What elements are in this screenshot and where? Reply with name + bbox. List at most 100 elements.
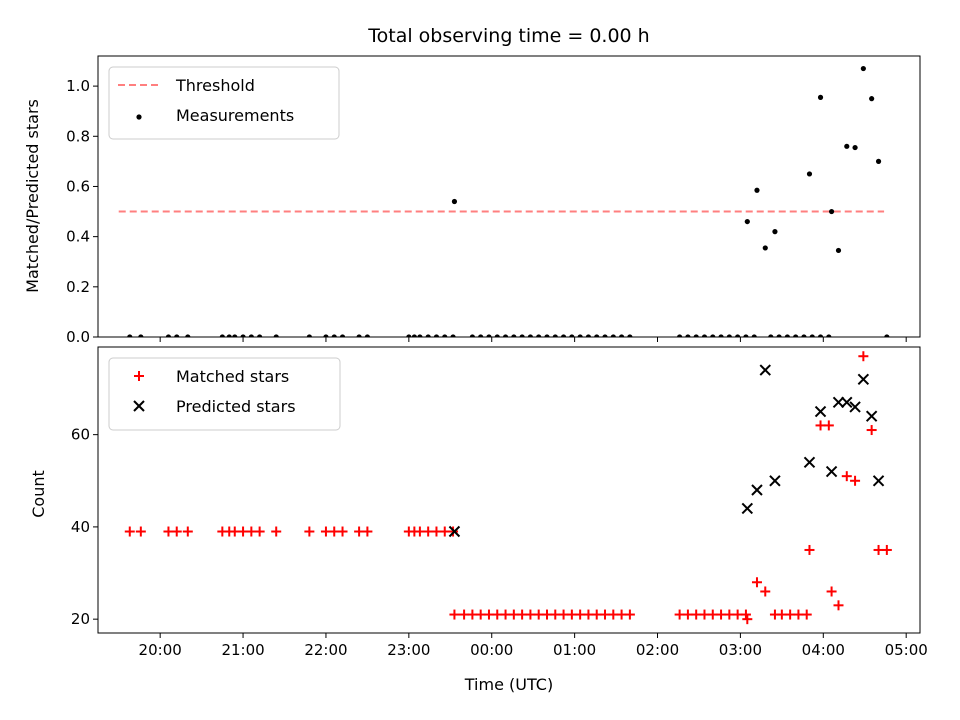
measurements-point	[356, 334, 362, 337]
legend-swatch-matched-stars	[134, 371, 144, 381]
matched-stars-point	[304, 526, 315, 537]
measurements-point	[768, 334, 774, 337]
matched-stars-point	[124, 526, 135, 537]
matched-stars-point	[254, 526, 265, 537]
measurements-point	[610, 334, 616, 337]
matched-stars-point	[740, 609, 751, 620]
measurements-point	[817, 94, 824, 100]
measurements-point	[240, 334, 246, 337]
measurements-point	[411, 334, 417, 337]
predicted-stars-point	[872, 475, 885, 487]
predicted-stars-point-b	[814, 405, 827, 418]
bottom-plot-area	[124, 351, 892, 625]
bottom-y-axis-label: Count	[29, 470, 48, 518]
measurements-point	[552, 334, 558, 337]
measurements-point	[323, 334, 329, 337]
measurements-point	[165, 334, 172, 337]
x-tick-label: 23:00	[387, 641, 430, 659]
matched-stars-point	[841, 471, 852, 482]
measurements-point	[417, 334, 423, 337]
predicted-stars-point	[857, 373, 870, 385]
predicted-stars-point	[832, 396, 845, 409]
measurements-point	[869, 96, 875, 102]
measurements-point	[762, 245, 768, 251]
predicted-stars-point-b	[448, 525, 461, 538]
matched-stars-point	[337, 526, 348, 537]
measurements-point	[544, 334, 550, 337]
bottom-legend-box	[108, 357, 341, 431]
measurements-point	[801, 334, 807, 337]
matched-stars-point	[801, 609, 812, 620]
top-y-tick-label: 0.6	[66, 177, 90, 195]
measurements-point	[174, 334, 180, 337]
measurements-point	[809, 334, 815, 337]
measurements-point	[257, 334, 263, 337]
predicted-stars-point	[865, 410, 878, 422]
x-tick-label: 22:00	[304, 641, 347, 659]
predicted-stars-point-b	[803, 456, 816, 469]
measurements-point	[577, 334, 583, 337]
matched-stars-point	[760, 586, 771, 597]
top-legend-box	[108, 66, 340, 140]
top-panel: 0.0 0.2 0.4 0.6 0.8 1.0 Threshold Measurements	[66, 55, 921, 346]
predicted-stars-point	[759, 364, 771, 376]
legend-swatch-measurements	[136, 114, 142, 120]
legend-swatch-predicted-stars	[133, 400, 145, 412]
measurements-point	[478, 334, 484, 337]
predicted-stars-point	[814, 405, 827, 418]
measurements-point	[726, 334, 732, 337]
measurements-point	[743, 334, 749, 337]
top-y-tick-label: 0.0	[66, 328, 90, 346]
measurements-point	[425, 334, 431, 337]
measurements-point	[828, 208, 835, 215]
measurements-point	[232, 334, 238, 337]
measurements-point	[677, 334, 683, 337]
predicted-stars-point	[841, 396, 853, 409]
measurements-point	[852, 144, 858, 151]
top-y-tick-label: 0.2	[66, 278, 90, 296]
measurements-point	[826, 334, 832, 337]
measurements-point	[594, 334, 600, 337]
measurements-point	[793, 334, 799, 337]
chart-title: Total observing time = 0.00 h	[367, 25, 649, 47]
measurements-point	[569, 334, 575, 337]
predicted-stars-point-b	[832, 396, 845, 409]
predicted-stars-point	[803, 456, 816, 469]
predicted-stars-point	[825, 465, 838, 478]
matched-stars-point	[823, 420, 834, 431]
measurements-point	[406, 334, 412, 337]
measurements-point	[784, 334, 790, 337]
bottom-y-tick-label: 60	[71, 426, 90, 444]
predicted-stars-point-b	[751, 484, 763, 496]
x-tick-label: 05:00	[885, 641, 928, 659]
predicted-stars-point	[849, 401, 861, 413]
measurements-point	[875, 158, 882, 164]
measurements-point	[451, 198, 458, 205]
matched-stars-point	[866, 425, 877, 436]
x-tick-label: 21:00	[221, 641, 264, 659]
top-y-tick-label: 0.8	[66, 127, 90, 145]
measurements-point	[776, 334, 782, 337]
measurements-point	[718, 334, 724, 337]
measurements-point	[185, 334, 191, 337]
measurements-point	[685, 334, 691, 337]
x-tick-label: 02:00	[636, 641, 679, 659]
measurements-point	[511, 334, 517, 337]
measurements-point	[364, 334, 370, 337]
measurements-point	[860, 65, 866, 72]
predicted-stars-point-b	[841, 396, 853, 409]
measurements-point	[693, 334, 699, 337]
x-tick-label: 03:00	[719, 641, 762, 659]
predicted-stars-point-b	[759, 364, 771, 376]
matched-stars-point	[171, 526, 182, 537]
measurements-point	[627, 334, 633, 337]
x-tick-label: 00:00	[470, 641, 513, 659]
measurements-point	[618, 334, 625, 337]
bottom-y-tick-label: 20	[71, 610, 90, 628]
measurements-point	[219, 334, 225, 337]
legend-label-measurements: Measurements	[176, 106, 294, 125]
predicted-stars-point	[448, 525, 461, 538]
matched-stars-point	[858, 351, 869, 362]
x-axis-label: Time (UTC)	[464, 675, 553, 694]
matched-stars-point	[804, 544, 815, 555]
